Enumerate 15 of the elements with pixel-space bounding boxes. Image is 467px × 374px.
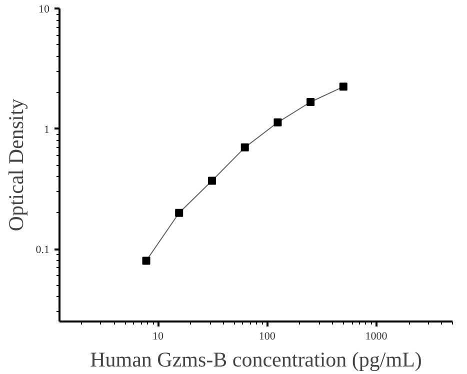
y-axis-title: Optical Density (4, 98, 28, 232)
x-axis-title: Human Gzms-B concentration (pg/mL) (90, 348, 422, 372)
x-tick-label: 1000 (365, 330, 388, 342)
point (339, 82, 348, 91)
point (142, 256, 150, 265)
x-tick-label: 100 (258, 330, 276, 342)
y-tick-label: 0.1 (36, 244, 50, 256)
point (175, 208, 184, 217)
point (240, 143, 249, 152)
y-tick-label: 10 (38, 4, 50, 16)
x-tick-label: 10 (152, 330, 164, 342)
y-tick-label: 1 (44, 124, 50, 136)
point (306, 98, 315, 106)
point (274, 118, 282, 126)
point (208, 176, 216, 185)
